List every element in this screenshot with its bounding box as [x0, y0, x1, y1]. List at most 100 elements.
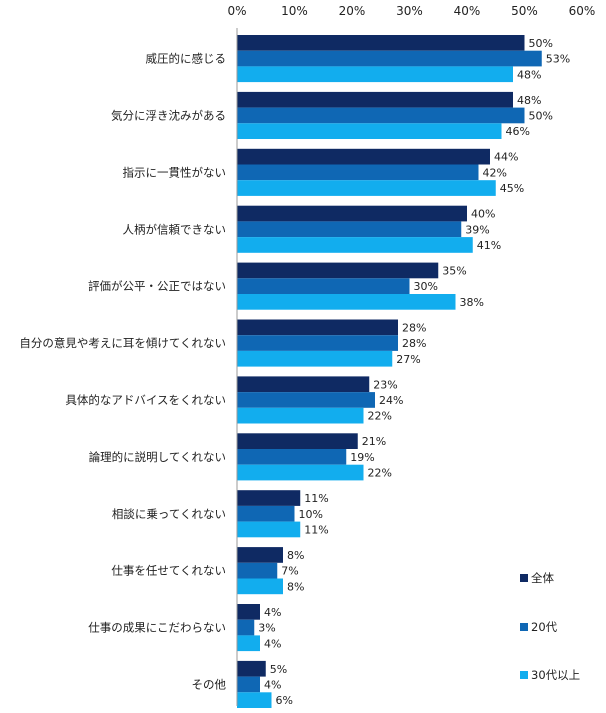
value-label-s0-c9: 8%	[287, 549, 304, 562]
category-label-5: 自分の意見や考えに耳を傾けてくれない	[19, 336, 226, 350]
value-label-s1-c5: 28%	[402, 337, 426, 350]
x-axis-ticks: 0% 10% 20% 30% 40% 50% 60%	[227, 4, 595, 18]
value-label-s1-c0: 53%	[546, 53, 570, 66]
legend-swatch-2	[520, 671, 528, 679]
bar-20-s1-c8	[237, 505, 295, 522]
category-labels: 威圧的に感じる気分に浮き沈みがある指示に一貫性がない人柄が信頼できない評価が公平…	[19, 52, 226, 692]
value-label-s1-c10: 3%	[258, 622, 275, 635]
value-label-s0-c2: 44%	[494, 151, 518, 164]
value-label-s0-c6: 23%	[373, 378, 397, 391]
bar-30-s2-c10	[237, 635, 260, 652]
value-label-s0-c5: 28%	[402, 321, 426, 334]
category-label-6: 具体的なアドバイスをくれない	[65, 393, 226, 407]
bar-30-s2-c0	[237, 66, 513, 83]
value-label-s2-c5: 27%	[396, 353, 420, 366]
value-label-s1-c8: 10%	[299, 508, 323, 521]
bar-20-s1-c1	[237, 107, 525, 124]
value-label-s2-c11: 6%	[276, 694, 293, 707]
x-tick-label-0: 0%	[227, 4, 246, 18]
bar--s0-c5	[237, 319, 398, 336]
value-label-s0-c7: 21%	[362, 435, 386, 448]
value-label-s1-c6: 24%	[379, 394, 403, 407]
category-label-7: 論理的に説明してくれない	[89, 450, 226, 464]
bar-30-s2-c4	[237, 294, 456, 310]
category-label-0: 威圧的に感じる	[146, 52, 227, 66]
bar-30-s2-c5	[237, 350, 393, 367]
bar-30-s2-c8	[237, 521, 301, 538]
bar-30-s2-c6	[237, 407, 364, 424]
x-tick-label-1: 10%	[281, 4, 308, 18]
bar--s0-c0	[237, 35, 525, 51]
value-label-s2-c6: 22%	[368, 410, 392, 423]
bar-20-s1-c6	[237, 392, 375, 408]
value-label-s2-c2: 45%	[500, 182, 524, 195]
bar--s0-c8	[237, 490, 301, 506]
category-label-4: 評価が公平・公正ではない	[88, 279, 226, 293]
category-label-1: 気分に浮き沈みがある	[111, 108, 226, 122]
bar-20-s1-c9	[237, 562, 278, 579]
bar--s0-c4	[237, 262, 439, 279]
value-label-s0-c1: 48%	[517, 94, 541, 107]
bar--s0-c3	[237, 205, 467, 222]
value-label-s2-c8: 11%	[304, 523, 328, 536]
bar--s0-c10	[237, 604, 260, 620]
bar-30-s2-c3	[237, 237, 473, 253]
bar-20-s1-c0	[237, 50, 542, 67]
bar--s0-c9	[237, 547, 283, 563]
category-label-2: 指示に一貫性がない	[123, 165, 227, 179]
bar--s0-c6	[237, 376, 370, 393]
x-tick-label-2: 20%	[339, 4, 366, 18]
bar-30-s2-c1	[237, 123, 502, 139]
bar-20-s1-c4	[237, 278, 410, 294]
bar-20-s1-c7	[237, 449, 347, 465]
category-label-9: 仕事を任せてくれない	[111, 564, 226, 578]
value-label-s1-c7: 19%	[350, 451, 374, 464]
legend-label-0: 全体	[531, 571, 554, 585]
value-label-s0-c3: 40%	[471, 208, 495, 221]
legend-label-2: 30代以上	[531, 668, 580, 682]
x-tick-label-4: 40%	[454, 4, 481, 18]
bar--s0-c1	[237, 91, 513, 108]
bar-30-s2-c2	[237, 180, 496, 196]
bar-20-s1-c2	[237, 164, 479, 181]
category-label-10: 仕事の成果にこだわらない	[88, 621, 226, 635]
legend-label-1: 20代	[531, 620, 558, 634]
value-label-s2-c4: 38%	[460, 296, 484, 309]
bar-30-s2-c9	[237, 578, 283, 595]
bar-20-s1-c3	[237, 221, 462, 238]
value-label-s0-c8: 11%	[304, 492, 328, 505]
value-label-s0-c11: 5%	[270, 663, 287, 676]
value-label-s1-c2: 42%	[483, 166, 507, 179]
value-label-s1-c4: 30%	[414, 280, 438, 293]
value-label-s0-c10: 4%	[264, 606, 281, 619]
legend: 全体 20代 30代以上	[520, 571, 580, 682]
value-label-s1-c9: 7%	[281, 565, 298, 578]
bar--s0-c7	[237, 433, 358, 449]
value-label-s2-c3: 41%	[477, 239, 501, 252]
value-label-s1-c3: 39%	[465, 223, 489, 236]
value-label-s2-c10: 4%	[264, 637, 281, 650]
value-label-s2-c7: 22%	[368, 467, 392, 480]
value-labels: 50% 53% 48% 48% 50% 46% 44% 42% 45% 40% 39% 41% 35% 3…	[258, 37, 570, 707]
x-tick-label-6: 60%	[569, 4, 596, 18]
value-label-s2-c0: 48%	[517, 68, 541, 81]
bar-20-s1-c11	[237, 676, 260, 693]
category-label-11: その他	[192, 677, 227, 691]
value-label-s2-c9: 8%	[287, 580, 304, 593]
value-label-s2-c1: 46%	[506, 125, 530, 138]
legend-swatch-1	[520, 623, 528, 631]
bars	[237, 35, 542, 708]
x-tick-label-3: 30%	[396, 4, 423, 18]
bar-30-s2-c7	[237, 464, 364, 481]
value-label-s0-c4: 35%	[442, 264, 466, 277]
bar-30-s2-c11	[237, 692, 272, 708]
bar--s0-c2	[237, 148, 490, 165]
legend-swatch-0	[520, 574, 528, 582]
value-label-s1-c1: 50%	[529, 109, 553, 122]
value-label-s0-c0: 50%	[529, 37, 553, 50]
category-label-3: 人柄が信頼できない	[123, 222, 227, 236]
bar-20-s1-c10	[237, 619, 255, 636]
bar-20-s1-c5	[237, 335, 398, 351]
